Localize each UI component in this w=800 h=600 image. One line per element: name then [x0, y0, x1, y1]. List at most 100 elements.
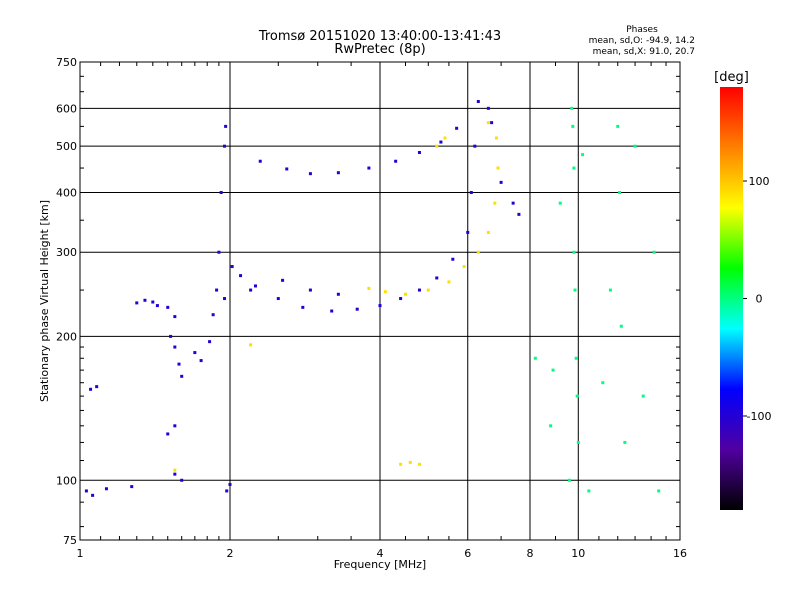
- echo-point-o: [301, 305, 305, 309]
- echo-point-o: [239, 274, 243, 278]
- echo-point-o: [473, 144, 477, 148]
- echo-point-scattered: [601, 381, 605, 385]
- echo-point-x: [417, 462, 421, 466]
- echo-point-scattered: [575, 394, 579, 398]
- echo-point-scattered: [549, 424, 553, 428]
- echo-point-o: [225, 489, 229, 493]
- echo-point-o: [208, 340, 212, 344]
- echo-point-o: [308, 288, 312, 292]
- echo-point-o: [143, 298, 147, 302]
- echo-point-o: [89, 387, 93, 391]
- echo-point-o: [511, 201, 515, 205]
- echo-point-o: [84, 489, 88, 493]
- echo-point-x: [443, 136, 447, 140]
- echo-point-o: [417, 150, 421, 154]
- echo-point-x: [462, 265, 466, 269]
- echo-point-scattered: [619, 324, 623, 328]
- echo-point-o: [95, 385, 99, 389]
- echo-point-o: [417, 288, 421, 292]
- echo-point-o: [466, 230, 470, 234]
- x-tick-label: 1: [77, 547, 84, 560]
- echo-point-o: [469, 190, 473, 194]
- x-axis-label: Frequency [MHz]: [334, 558, 426, 571]
- echo-point-x: [367, 286, 371, 290]
- echo-point-o: [193, 351, 197, 355]
- echo-point-x: [486, 121, 490, 125]
- echo-point-o: [91, 493, 95, 497]
- echo-point-scattered: [652, 250, 656, 254]
- echo-point-scattered: [571, 124, 575, 128]
- echo-point-o: [155, 304, 159, 308]
- colorbar-tick-label: 100: [749, 175, 770, 188]
- chart-subtitle: RwPretec (8p): [334, 42, 425, 57]
- y-tick-label: 100: [56, 474, 77, 487]
- x-tick-label: 6: [464, 547, 471, 560]
- echo-point-o: [211, 313, 215, 317]
- echo-point-o: [173, 345, 177, 349]
- echo-point-o: [230, 265, 234, 269]
- y-tick-label: 75: [63, 534, 77, 547]
- echo-point-x: [496, 166, 500, 170]
- echo-point-x: [426, 288, 430, 292]
- x-tick-label: 16: [673, 547, 687, 560]
- echo-point-o: [330, 309, 334, 313]
- echo-point-o: [173, 472, 177, 476]
- echo-point-x: [399, 462, 403, 466]
- echo-point-o: [253, 284, 257, 288]
- y-tick-label: 600: [56, 102, 77, 115]
- x-tick-label: 2: [227, 547, 234, 560]
- echo-point-o: [180, 478, 184, 482]
- x-tick-label: 8: [527, 547, 534, 560]
- echo-point-o: [276, 297, 280, 301]
- echo-point-o: [378, 304, 382, 308]
- y-tick-label: 300: [56, 246, 77, 259]
- echo-point-o: [308, 172, 312, 176]
- echo-point-o: [135, 301, 139, 305]
- echo-point-x: [486, 230, 490, 234]
- echo-point-scattered: [576, 440, 580, 444]
- echo-point-o: [336, 292, 340, 296]
- echo-point-scattered: [533, 356, 537, 360]
- echo-point-o: [285, 167, 289, 171]
- echo-point-o: [451, 257, 455, 261]
- echo-point-o: [455, 126, 459, 130]
- y-tick-label: 500: [56, 140, 77, 153]
- echo-point-x: [494, 136, 498, 140]
- x-tick-label: 4: [377, 547, 384, 560]
- echo-point-o: [215, 288, 219, 292]
- echo-point-o: [217, 250, 221, 254]
- echo-point-o: [219, 190, 223, 194]
- echo-point-o: [517, 212, 521, 216]
- echo-point-scattered: [551, 368, 555, 372]
- echo-point-o: [394, 159, 398, 163]
- echo-point-o: [166, 432, 170, 436]
- echo-point-scattered: [574, 356, 578, 360]
- echo-point-scattered: [587, 489, 591, 493]
- echo-point-scattered: [567, 478, 571, 482]
- echo-point-scattered: [558, 201, 562, 205]
- echo-point-o: [355, 307, 359, 311]
- colorbar: [720, 87, 743, 510]
- echo-point-o: [173, 315, 177, 319]
- echo-point-scattered: [616, 124, 620, 128]
- stats-x-line: mean, sd,X: 91.0, 20.7: [593, 47, 695, 57]
- echo-point-scattered: [570, 106, 574, 110]
- echo-point-scattered: [657, 489, 661, 493]
- y-tick-label: 400: [56, 186, 77, 199]
- echo-point-x: [403, 292, 407, 296]
- echo-point-o: [486, 106, 490, 110]
- chart-title: Tromsø 20151020 13:40:00-13:41:43: [258, 29, 501, 44]
- colorbar-label: [deg]: [714, 70, 749, 85]
- echo-point-o: [180, 374, 184, 378]
- echo-point-o: [249, 288, 253, 292]
- echo-point-o: [367, 166, 371, 170]
- echo-point-scattered: [573, 288, 577, 292]
- colorbar-tick-label: -100: [747, 410, 772, 423]
- echo-point-o: [490, 121, 494, 125]
- echo-point-o: [476, 100, 480, 104]
- echo-point-x: [447, 280, 451, 284]
- echo-point-o: [130, 485, 134, 489]
- echo-point-x: [408, 460, 412, 464]
- echo-point-o: [223, 144, 227, 148]
- echo-point-o: [166, 305, 170, 309]
